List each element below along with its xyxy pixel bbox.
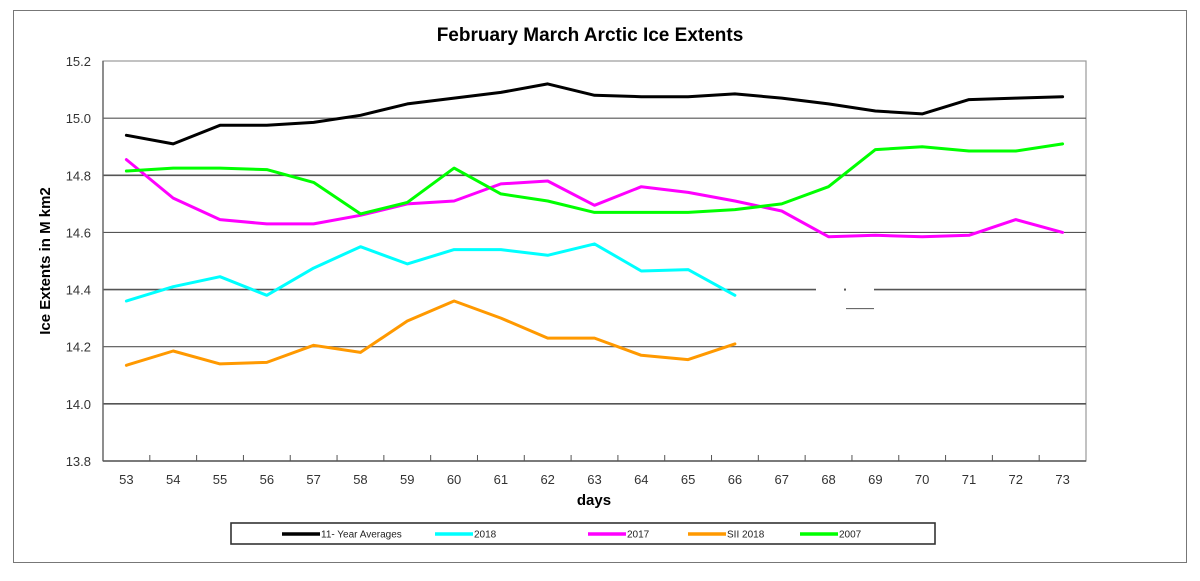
legend-label-2007: 2007 [839,530,862,541]
x-tick-label: 56 [260,472,274,487]
x-tick-label: 72 [1009,472,1023,487]
gridline-dot-artifact [844,288,846,291]
x-tick-label: 55 [213,472,227,487]
plot-area [102,60,1087,462]
series-line-2007 [124,142,1065,216]
x-tick-label: 70 [915,472,929,487]
x-tick-label: 67 [775,472,789,487]
chart-title: February March Arctic Ice Extents [437,25,744,46]
x-tick-label: 62 [540,472,554,487]
x-tick-label: 65 [681,472,695,487]
y-tick-label: 14.2 [66,340,91,355]
x-tick-label: 64 [634,472,648,487]
chart-frame [13,10,1187,563]
y-tick-label: 14.0 [66,397,91,412]
y-axis-title: Ice Extents in M km2 [37,187,54,335]
x-axis-title: days [577,492,611,509]
x-tick-label: 66 [728,472,742,487]
series-lines [124,82,1065,367]
x-tick-labels: 53 54 55 56 57 58 59 60 61 62 63 64 65 66 67 68 69 70 71 72… [119,472,1070,487]
x-tick-label: 58 [353,472,367,487]
legend-label-11-year-averages: 11- Year Averages [321,530,402,541]
y-tick-label: 15.2 [66,54,91,69]
y-tick-label: 14.4 [66,283,91,298]
x-tick-label: 57 [306,472,320,487]
series-line-2017 [124,158,1065,239]
series-line-11-year-averages [124,82,1065,146]
legend-label-2018: 2018 [474,530,497,541]
legend-box [230,522,936,545]
x-tick-label: 54 [166,472,180,487]
x-tick-label: 61 [494,472,508,487]
x-tick-label: 59 [400,472,414,487]
legend: 11- Year Averages 2018 2017 SII 2018 2007 [230,522,936,545]
x-tick-label: 73 [1055,472,1069,487]
y-tick-label: 14.6 [66,225,91,240]
x-tick-label: 68 [821,472,835,487]
y-tick-label: 15.0 [66,111,91,126]
x-tick-label: 60 [447,472,461,487]
legend-label-2017: 2017 [627,530,650,541]
x-tick-label: 71 [962,472,976,487]
y-tick-label: 13.8 [66,454,91,469]
legend-label-sii-2018: SII 2018 [727,530,765,541]
series-line-2018 [124,242,737,303]
x-tick-label: 63 [587,472,601,487]
series-line-sii-2018 [124,299,737,367]
y-tick-labels: 13.8 14.0 14.2 14.4 14.6 14.8 15.0 15.2 [66,54,91,469]
x-tick-label: 53 [119,472,133,487]
gridlines [102,60,1087,462]
y-tick-label: 14.8 [66,168,91,183]
x-tick-label: 69 [868,472,882,487]
